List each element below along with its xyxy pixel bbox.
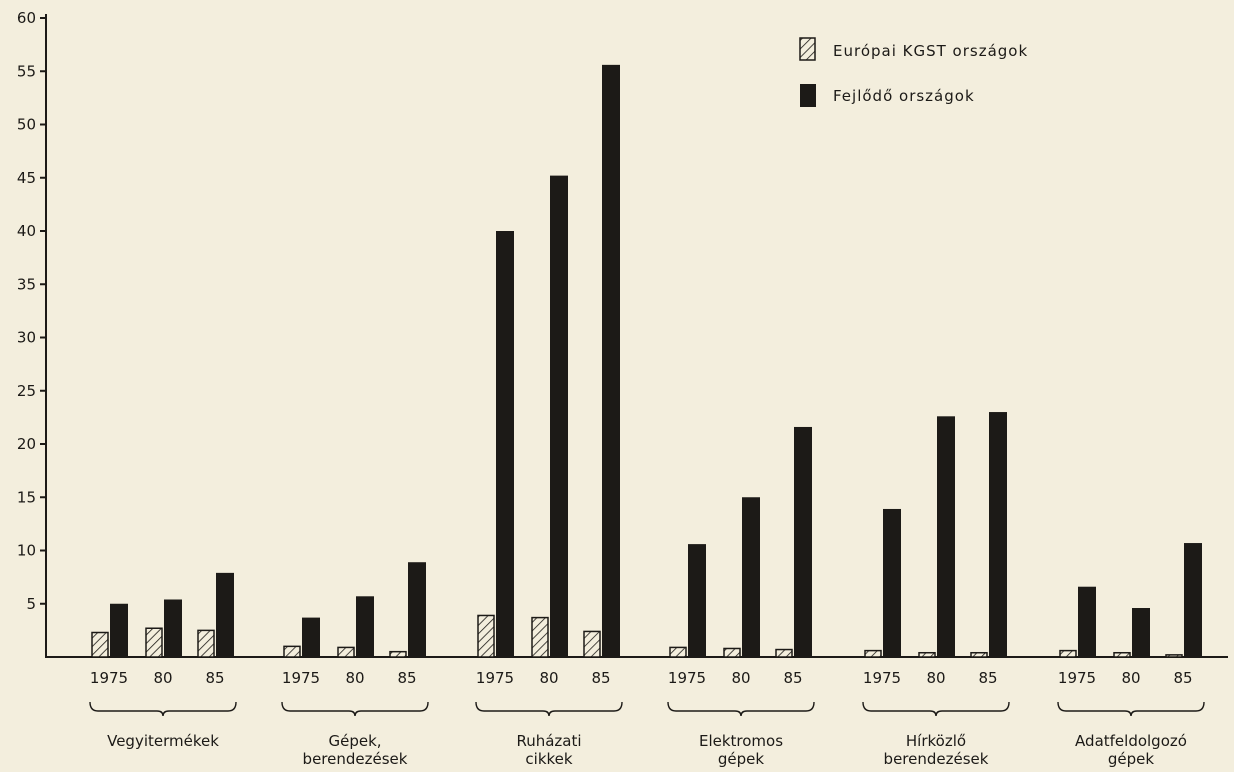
group-label: Hírközlő (906, 732, 966, 750)
year-label: 80 (926, 669, 945, 687)
y-tick-label: 35 (17, 275, 36, 293)
year-label: 1975 (1058, 669, 1096, 687)
y-tick-label: 40 (17, 222, 36, 240)
bar-fejlodo (602, 64, 620, 658)
legend-label-kgst: Európai KGST országok (833, 42, 1028, 60)
bar-kgst (197, 629, 215, 658)
axes: 5 10 15 20 25 30 35 40 45 50 55 60 (17, 9, 1228, 658)
bar-fejlodo (1078, 586, 1096, 657)
group-brace (667, 701, 815, 717)
y-tick-label: 60 (17, 9, 36, 27)
bar-kgst (918, 651, 936, 658)
bar-kgst (477, 614, 495, 658)
year-label: 80 (1121, 669, 1140, 687)
group-label: Vegyitermékek (107, 732, 219, 750)
y-tick-label: 5 (26, 595, 36, 613)
legend-swatch-solid (800, 84, 816, 107)
bar-fejlodo (742, 497, 760, 657)
legend-label-fejlodo: Fejlődő országok (833, 87, 975, 105)
legend: Európai KGST országok Fejlődő országok (799, 37, 1028, 107)
bar-kgst (775, 648, 793, 658)
bar-fejlodo (216, 572, 234, 657)
year-label: 85 (1173, 669, 1192, 687)
group-brace (1057, 701, 1205, 717)
year-label: 1975 (90, 669, 128, 687)
group-brace (89, 701, 237, 717)
bar-kgst (283, 645, 301, 658)
group-label: gépek (718, 750, 765, 768)
bar-kgst (531, 616, 549, 658)
bar-kgst (389, 650, 407, 658)
bar-fejlodo (496, 231, 514, 657)
y-tick-label: 45 (17, 169, 36, 187)
bar-kgst (864, 649, 882, 658)
bar-fejlodo (356, 596, 374, 657)
y-tick-label: 50 (17, 116, 36, 134)
bar-kgst (583, 630, 601, 658)
group-label: cikkek (525, 750, 572, 768)
y-tick-label: 15 (17, 488, 36, 506)
year-label: 1975 (282, 669, 320, 687)
bar-fejlodo (302, 617, 320, 657)
bar-kgst (669, 646, 687, 658)
bar-fejlodo (550, 175, 568, 657)
bar-kgst (1059, 649, 1077, 658)
bar-fejlodo (937, 416, 955, 657)
group-label: Adatfeldolgozó (1075, 732, 1187, 750)
group-label: Gépek, (328, 732, 381, 750)
group-brace (281, 701, 429, 717)
year-label: 85 (978, 669, 997, 687)
bar-fejlodo (110, 603, 128, 657)
year-label: 80 (345, 669, 364, 687)
group-label: gépek (1108, 750, 1155, 768)
y-tick-label: 55 (17, 62, 36, 80)
year-label: 1975 (476, 669, 514, 687)
axis-lines (45, 14, 1228, 658)
year-label: 1975 (863, 669, 901, 687)
year-label: 85 (205, 669, 224, 687)
group-brace (862, 701, 1010, 717)
group-brace (475, 701, 623, 717)
group-label: berendezések (303, 750, 408, 768)
year-label: 80 (153, 669, 172, 687)
group-label: berendezések (884, 750, 989, 768)
bar-kgst (723, 647, 741, 658)
bar-kgst (145, 627, 163, 658)
y-tick-label: 10 (17, 542, 36, 560)
group-label: Ruházati (516, 732, 581, 750)
year-label: 80 (539, 669, 558, 687)
y-tick-label: 30 (17, 329, 36, 347)
bar-fejlodo (883, 508, 901, 657)
bar-fejlodo (989, 412, 1007, 657)
bar-kgst (337, 646, 355, 658)
bar-kgst (1113, 651, 1131, 658)
bar-kgst (1165, 654, 1183, 658)
year-label: 85 (783, 669, 802, 687)
year-label: 1975 (668, 669, 706, 687)
bar-fejlodo (688, 544, 706, 657)
bars (91, 64, 1202, 658)
y-tick-label: 25 (17, 382, 36, 400)
bar-fejlodo (1184, 543, 1202, 657)
bar-fejlodo (408, 562, 426, 657)
year-label: 80 (731, 669, 750, 687)
group-label: Elektromos (699, 732, 783, 750)
bar-fejlodo (164, 599, 182, 657)
bar-fejlodo (1132, 608, 1150, 657)
bar-fejlodo (794, 426, 812, 657)
year-label: 85 (591, 669, 610, 687)
bar-kgst (91, 631, 109, 658)
legend-swatch-hatched (799, 37, 816, 61)
y-tick-label: 20 (17, 435, 36, 453)
bar-kgst (970, 651, 988, 658)
year-label: 85 (397, 669, 416, 687)
